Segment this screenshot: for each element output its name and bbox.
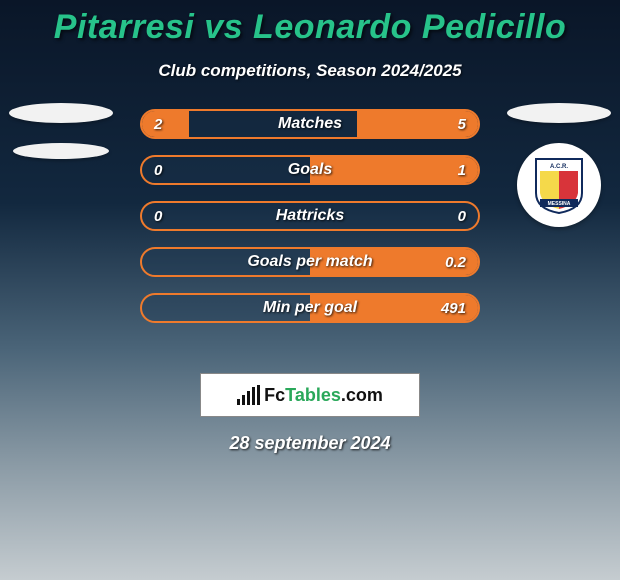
page-title: Pitarresi vs Leonardo Pedicillo [0, 8, 620, 47]
player-left-column [6, 103, 116, 159]
stat-label: Goals per match [142, 249, 478, 275]
stat-label: Hattricks [142, 203, 478, 229]
brand-suffix: .com [341, 385, 383, 405]
svg-text:A.C.R.: A.C.R. [550, 164, 568, 170]
player-left-club [13, 143, 109, 159]
stat-row: 00Hattricks [140, 201, 480, 231]
club-shield-icon: A.C.R. MESSINA [534, 155, 584, 215]
brand-logo: FcTables.com [200, 373, 420, 417]
stat-row: 25Matches [140, 109, 480, 139]
player-left-avatar [9, 103, 113, 123]
brand-right: Tables [285, 385, 341, 405]
stat-label: Goals [142, 157, 478, 183]
stat-bars: 25Matches 01Goals 00Hattricks 0.2Goals per … [140, 109, 480, 323]
stats-area: A.C.R. MESSINA 25Matches 01Goals 00Hattric… [0, 109, 620, 369]
stat-row: 491Min per goal [140, 293, 480, 323]
player-right-club-badge: A.C.R. MESSINA [517, 143, 601, 227]
player-right-avatar [507, 103, 611, 123]
stat-label: Matches [142, 111, 478, 137]
stat-row: 0.2Goals per match [140, 247, 480, 277]
stat-label: Min per goal [142, 295, 478, 321]
date-text: 28 september 2024 [0, 433, 620, 454]
subtitle: Club competitions, Season 2024/2025 [0, 61, 620, 81]
player-right-column: A.C.R. MESSINA [504, 103, 614, 227]
brand-text: FcTables.com [264, 385, 383, 406]
brand-bars-icon [237, 385, 260, 405]
brand-left: Fc [264, 385, 285, 405]
svg-text:MESSINA: MESSINA [548, 201, 571, 207]
stat-row: 01Goals [140, 155, 480, 185]
